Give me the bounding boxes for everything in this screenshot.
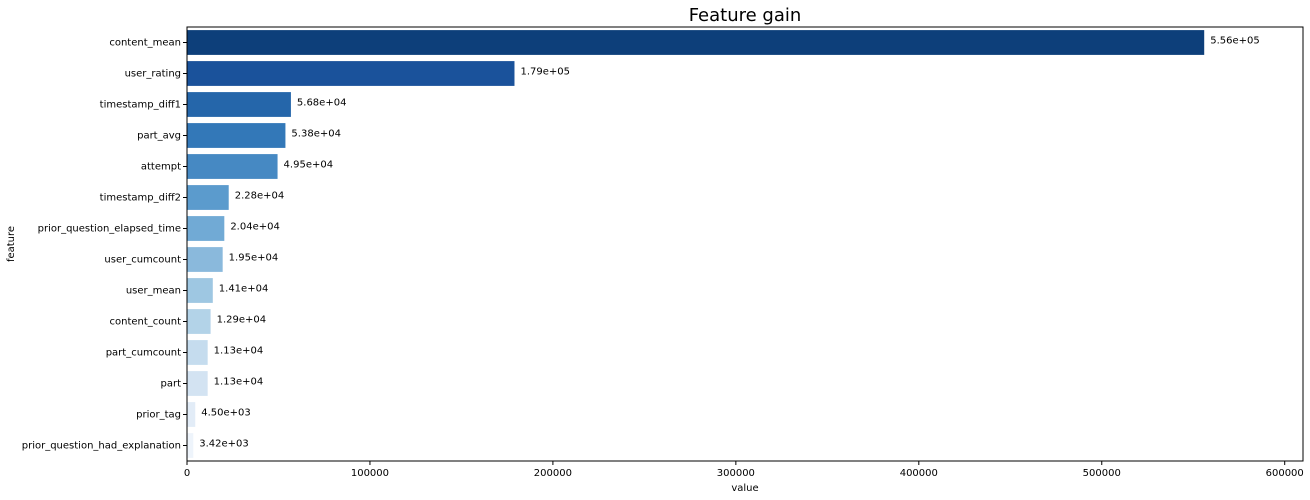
x-ticks: 0 100000 200000 300000 400000 500000 600000 bbox=[184, 461, 1304, 479]
y-tick-label: part_cumcount bbox=[106, 348, 181, 359]
x-tick-label: 300000 bbox=[717, 468, 755, 479]
x-tick-label: 600000 bbox=[1266, 468, 1304, 479]
bar-user_cumcount bbox=[187, 247, 223, 272]
value-label: 4.95e+04 bbox=[284, 160, 334, 171]
y-tick-label: prior_question_elapsed_time bbox=[38, 224, 181, 235]
x-tick-label: 500000 bbox=[1083, 468, 1121, 479]
y-tick-label: user_mean bbox=[126, 286, 181, 297]
y-tick-label: prior_question_had_explanation bbox=[22, 441, 181, 452]
plot-frame bbox=[186, 26, 1304, 462]
value-label: 2.04e+04 bbox=[230, 222, 280, 233]
y-tick-labels: content_mean user_rating timestamp_diff1pa… bbox=[22, 38, 187, 452]
bar-timestamp_diff2 bbox=[187, 185, 229, 210]
bar-part_avg bbox=[187, 123, 286, 148]
bar-user_mean bbox=[187, 278, 213, 303]
bar-prior_question_elapsed_time bbox=[187, 216, 225, 241]
value-label: 1.13e+04 bbox=[214, 346, 264, 357]
y-tick-label: prior_tag bbox=[136, 410, 181, 421]
chart-title: Feature gain bbox=[689, 5, 802, 26]
bar-timestamp_diff1 bbox=[187, 92, 291, 117]
bar-user_rating bbox=[187, 61, 515, 86]
value-label: 1.41e+04 bbox=[219, 284, 269, 295]
value-label: 4.50e+03 bbox=[201, 408, 251, 419]
bar-part bbox=[187, 371, 208, 396]
bar-prior_tag bbox=[187, 402, 196, 427]
value-label: 5.38e+04 bbox=[291, 129, 341, 140]
bars-group bbox=[187, 30, 1205, 458]
value-label: 1.29e+04 bbox=[217, 315, 267, 326]
x-tick-label: 0 bbox=[184, 468, 190, 479]
bar-prior_question_had_explanation bbox=[187, 433, 194, 458]
x-tick-label: 100000 bbox=[351, 468, 389, 479]
x-axis-label: value bbox=[731, 483, 758, 494]
y-tick-label: part bbox=[160, 379, 181, 390]
bar-attempt bbox=[187, 154, 278, 179]
value-label: 1.95e+04 bbox=[229, 253, 279, 264]
y-tick-label: timestamp_diff1 bbox=[100, 100, 181, 111]
y-tick-label: attempt bbox=[141, 162, 181, 173]
bar-content_mean bbox=[187, 30, 1205, 55]
value-label: 5.68e+04 bbox=[297, 98, 347, 109]
value-label: 1.79e+05 bbox=[520, 67, 570, 78]
y-axis-label: feature bbox=[6, 226, 17, 262]
y-tick-label: content_count bbox=[110, 317, 182, 328]
y-tick-label: timestamp_diff2 bbox=[100, 193, 181, 204]
x-tick-label: 400000 bbox=[900, 468, 938, 479]
value-label: 3.42e+03 bbox=[199, 439, 249, 450]
value-label: 1.13e+04 bbox=[214, 377, 264, 388]
bar-part_cumcount bbox=[187, 340, 208, 365]
value-label: 2.28e+04 bbox=[235, 191, 285, 202]
value-label: 5.56e+05 bbox=[1210, 36, 1260, 47]
y-tick-label: user_rating bbox=[125, 69, 181, 80]
value-labels: 5.56e+05 1.79e+05 5.68e+04 5.38e+04 4.95e+04… bbox=[199, 36, 1259, 450]
x-tick-label: 200000 bbox=[534, 468, 572, 479]
y-tick-label: content_mean bbox=[109, 38, 181, 49]
y-tick-label: user_cumcount bbox=[104, 255, 181, 266]
bar-content_count bbox=[187, 309, 211, 334]
y-tick-label: part_avg bbox=[137, 131, 181, 142]
